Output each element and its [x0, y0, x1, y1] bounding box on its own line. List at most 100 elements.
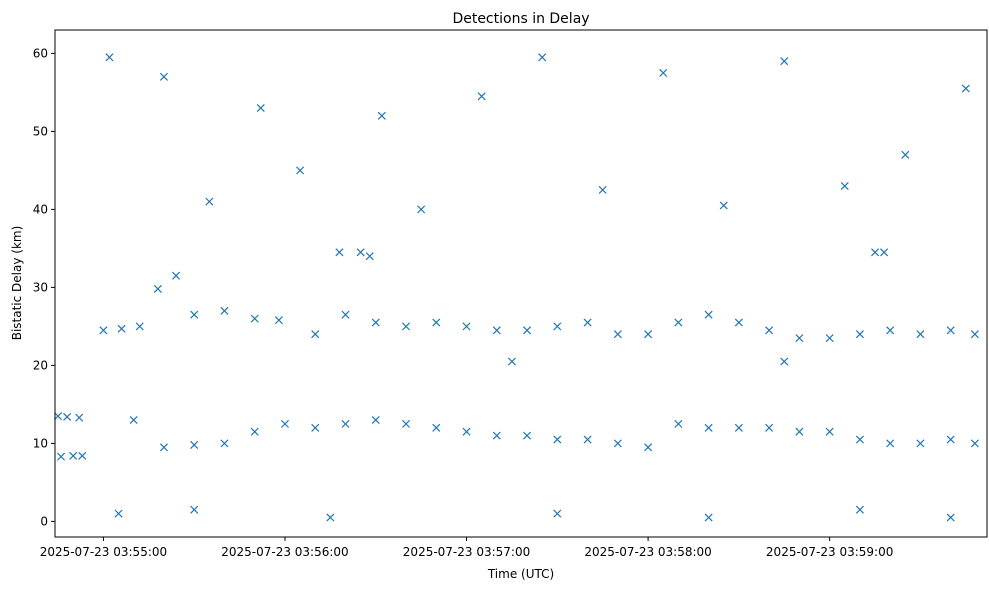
y-tick-label: 60 — [33, 46, 48, 60]
data-point-marker — [341, 310, 350, 319]
data-point-marker — [190, 310, 199, 319]
data-point-marker — [492, 326, 501, 335]
data-point-marker — [371, 415, 380, 425]
data-point-marker — [190, 440, 199, 449]
y-axis-title: Bistatic Delay (km) — [10, 226, 24, 341]
data-point-marker — [583, 318, 592, 327]
plot-area — [55, 30, 987, 537]
data-point-marker — [256, 103, 265, 113]
data-point-marker — [553, 322, 562, 331]
y-tick-label: 50 — [33, 124, 48, 138]
data-point-marker — [946, 513, 955, 522]
data-point-marker — [825, 334, 834, 343]
plot-frame — [54, 29, 988, 538]
y-tick-label: 30 — [33, 280, 48, 294]
data-point-marker — [377, 111, 386, 120]
y-tick-label: 40 — [33, 202, 48, 216]
data-point-marker — [114, 509, 123, 518]
data-point-marker — [311, 330, 320, 339]
data-point-marker — [172, 271, 181, 280]
data-point-marker — [129, 415, 138, 425]
data-point-marker — [886, 326, 895, 335]
data-point-marker — [538, 53, 547, 62]
data-point-marker — [946, 435, 955, 444]
chart-title: Detections in Delay — [452, 11, 589, 27]
data-point-marker — [644, 443, 653, 452]
data-point-marker — [795, 334, 804, 343]
data-point-marker — [659, 68, 668, 77]
data-point-marker — [54, 412, 63, 421]
data-point-marker — [69, 451, 78, 460]
data-point-marker — [765, 423, 774, 432]
y-tick-label: 20 — [33, 358, 48, 372]
x-tick-label: 2025-07-23 03:59:00 — [766, 545, 893, 559]
data-point-marker — [613, 439, 622, 448]
data-point-marker — [946, 326, 955, 335]
data-point-marker — [523, 431, 532, 440]
data-point-marker — [401, 419, 411, 428]
data-point-marker — [598, 185, 607, 194]
x-tick-label: 2025-07-23 03:55:00 — [40, 545, 167, 559]
data-point-marker — [280, 419, 289, 428]
data-point-marker — [341, 419, 350, 428]
data-point-marker — [326, 513, 335, 522]
data-point-marker — [901, 150, 910, 159]
x-axis: 2025-07-23 03:55:00 2025-07-23 03:56:00 20… — [40, 537, 893, 559]
data-point-marker — [159, 443, 168, 452]
data-point-marker — [704, 513, 713, 522]
data-point-marker — [674, 419, 683, 428]
data-point-marker — [855, 435, 864, 444]
data-point-marker — [780, 357, 789, 366]
data-point-marker — [780, 57, 789, 66]
data-point-marker — [719, 201, 728, 210]
x-axis-title: Time (UTC) — [487, 567, 554, 581]
data-point-marker — [886, 439, 895, 448]
data-point-marker — [970, 439, 979, 448]
data-point-marker — [462, 322, 471, 331]
data-point-marker — [190, 505, 199, 514]
y-tick-label: 0 — [40, 514, 48, 528]
data-point-marker — [99, 326, 108, 335]
data-point-marker — [734, 318, 743, 327]
data-point-marker — [159, 72, 168, 81]
data-point-marker — [613, 330, 622, 339]
data-point-marker — [356, 248, 365, 257]
data-point-marker — [970, 330, 979, 339]
data-point-marker — [205, 197, 214, 206]
data-point-marker — [507, 357, 516, 366]
data-point-marker — [880, 248, 889, 257]
data-point-marker — [523, 326, 532, 335]
y-axis: 0 10 20 30 40 50 60 — [33, 46, 55, 528]
data-point-marker — [105, 53, 114, 62]
scatter-marks — [54, 53, 979, 522]
x-tick-label: 2025-07-23 03:58:00 — [584, 545, 711, 559]
data-point-marker — [916, 439, 925, 448]
data-point-marker — [871, 248, 880, 257]
data-point-marker — [78, 451, 87, 460]
data-point-marker — [117, 324, 126, 333]
data-point-marker — [250, 314, 259, 323]
data-point-marker — [840, 181, 849, 191]
data-point-marker — [825, 427, 834, 436]
data-point-marker — [75, 413, 84, 422]
data-point-marker — [855, 330, 864, 339]
data-point-marker — [583, 435, 592, 444]
data-point-marker — [704, 423, 713, 432]
data-point-marker — [432, 318, 441, 327]
data-point-marker — [644, 330, 653, 339]
x-tick-label: 2025-07-23 03:57:00 — [403, 545, 530, 559]
data-point-marker — [674, 318, 683, 327]
data-point-marker — [553, 435, 562, 444]
data-point-marker — [734, 423, 743, 432]
data-point-marker — [63, 412, 72, 421]
data-point-marker — [417, 205, 426, 214]
data-point-marker — [492, 431, 501, 440]
data-point-marker — [462, 427, 471, 436]
data-point-marker — [432, 423, 441, 432]
data-point-marker — [311, 423, 320, 432]
data-point-marker — [335, 248, 344, 257]
data-point-marker — [704, 310, 713, 319]
data-point-marker — [855, 505, 864, 514]
data-point-marker — [916, 330, 925, 339]
